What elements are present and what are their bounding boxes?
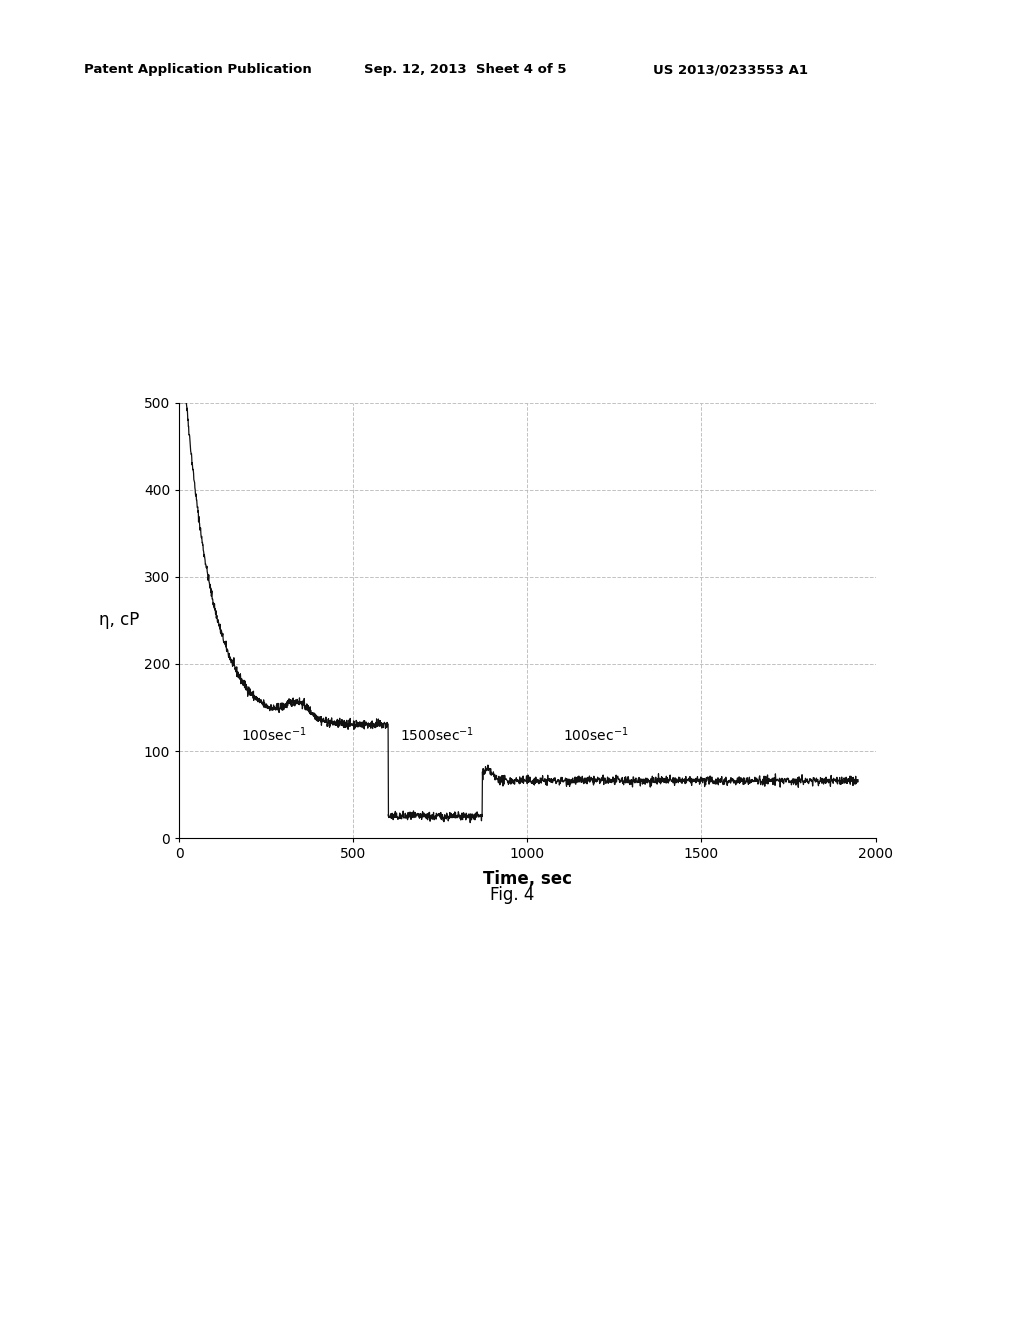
Text: 100sec$^{-1}$: 100sec$^{-1}$ <box>562 726 628 744</box>
Y-axis label: η, cP: η, cP <box>98 611 139 630</box>
Text: Fig. 4: Fig. 4 <box>489 886 535 904</box>
Text: Patent Application Publication: Patent Application Publication <box>84 63 311 77</box>
Text: Sep. 12, 2013  Sheet 4 of 5: Sep. 12, 2013 Sheet 4 of 5 <box>364 63 566 77</box>
Text: 100sec$^{-1}$: 100sec$^{-1}$ <box>241 726 306 744</box>
Text: US 2013/0233553 A1: US 2013/0233553 A1 <box>653 63 808 77</box>
X-axis label: Time, sec: Time, sec <box>483 870 571 887</box>
Text: 1500sec$^{-1}$: 1500sec$^{-1}$ <box>400 726 474 744</box>
